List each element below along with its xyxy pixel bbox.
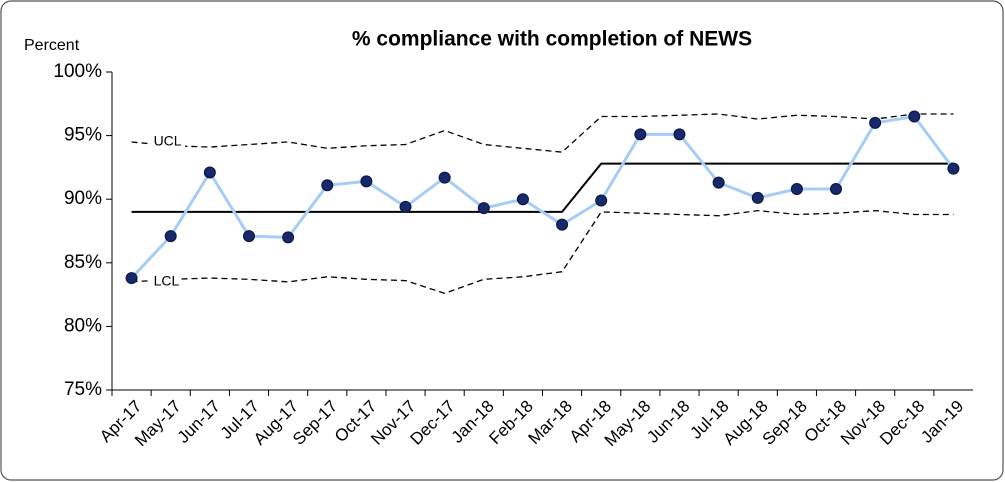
y-tick-label: 80% <box>64 315 102 336</box>
y-tick-label: 90% <box>64 188 102 209</box>
data-point <box>869 116 882 129</box>
series-line <box>131 113 954 153</box>
series-label: LCL <box>154 273 180 289</box>
data-point <box>282 231 295 244</box>
y-tick-label: 75% <box>64 379 102 400</box>
data-point <box>438 171 451 184</box>
data-point <box>712 176 725 189</box>
data-point <box>360 175 373 188</box>
data-point <box>477 202 490 215</box>
data-point <box>908 110 921 123</box>
data-point <box>790 183 803 196</box>
data-point <box>556 218 569 231</box>
series-label: UCL <box>154 133 182 149</box>
data-point <box>830 183 843 196</box>
data-point <box>595 194 608 207</box>
data-point <box>751 191 764 204</box>
data-point <box>164 230 177 243</box>
data-point <box>321 179 334 192</box>
y-tick-label: 100% <box>53 61 102 82</box>
data-point <box>673 128 686 141</box>
data-point <box>242 230 255 243</box>
y-tick-label: 95% <box>64 125 102 146</box>
y-axis-label: Percent <box>24 37 80 54</box>
data-point <box>399 200 412 213</box>
y-tick-label: 85% <box>64 252 102 273</box>
data-point <box>516 193 529 206</box>
data-point <box>125 272 138 285</box>
series-line <box>131 209 954 294</box>
series-line <box>130 115 955 280</box>
data-point <box>947 162 960 175</box>
data-point <box>203 166 216 179</box>
data-point <box>634 128 647 141</box>
chart-title: % compliance with completion of NEWS <box>352 28 752 51</box>
